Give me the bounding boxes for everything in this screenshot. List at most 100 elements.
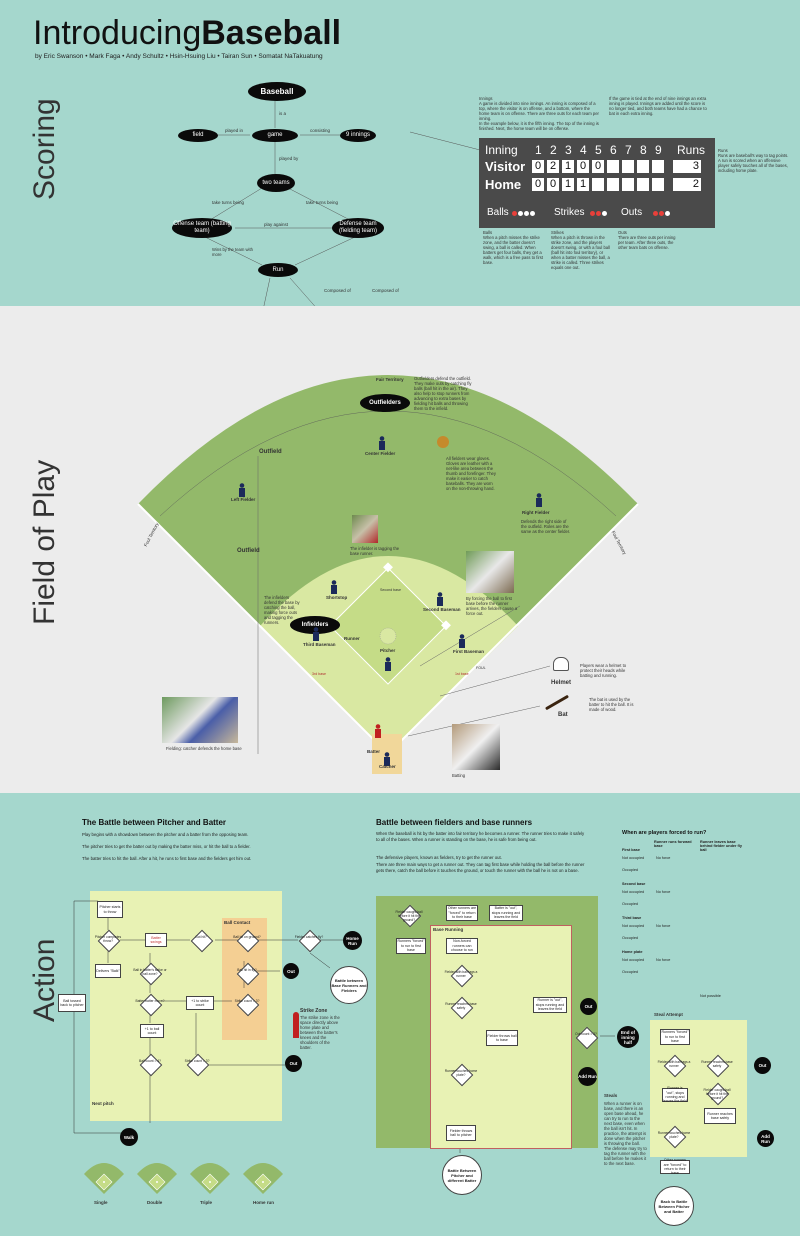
- scoreboard-inning-1: 1: [535, 143, 542, 157]
- pitcher-mound: [379, 627, 397, 645]
- label-outfield-1: Outfield: [259, 449, 282, 455]
- scoreboard-home-inning-8: [637, 178, 649, 191]
- out-dot: [659, 211, 664, 216]
- label-base-running: Base Running: [433, 927, 464, 932]
- dia-ball-count: Ball count = 4?: [139, 1053, 163, 1077]
- scoreboard-home-inning-1: 0: [532, 178, 544, 191]
- ball-dot: [530, 211, 535, 216]
- scoreboard-visitor-inning-9: [652, 160, 664, 173]
- authors: by Eric Swanson • Mark Faga • Andy Schul…: [35, 53, 323, 60]
- dia-got-hit: Got hit?: [190, 929, 214, 953]
- scoreboard-inning-6: 6: [610, 143, 617, 157]
- concept-consisting: consisting: [310, 128, 331, 133]
- concept-innings: 9 innings: [340, 129, 376, 142]
- battle-pitcher-p2: The pitcher tries to get the batter out …: [82, 844, 251, 849]
- concept-offense: Offense team (batting team): [172, 218, 232, 238]
- circ-back-battle: Battle Between Pitcher and different Bat…: [442, 1155, 482, 1195]
- box-runners-forced: Runners "forced" to run to first base: [396, 938, 426, 954]
- box-steal-safe: Runner reaches base safely: [704, 1108, 736, 1124]
- concept-composed-1: Composed of: [324, 288, 351, 293]
- scoreboard-visitor-inning-1: 0: [532, 160, 544, 173]
- dia-runner-home: Runner touches home plate?: [445, 1063, 477, 1087]
- circ-back-battle-2: Back to Battle Between Pitcher and Batte…: [654, 1186, 694, 1226]
- note-innings: Innings A game is divided into nine inni…: [479, 96, 599, 131]
- label-pitcher: Pitcher: [380, 648, 396, 653]
- dia-fielder-ball: Fielder with ball tags a runner: [445, 964, 477, 988]
- box-ball-tossed: Ball tossed back to pitcher: [58, 994, 86, 1012]
- dia-steal-2: Runner reaches base safely: [701, 1054, 733, 1078]
- scoreboard-balls-label: Balls: [487, 207, 509, 218]
- label-second-base: Second base: [380, 588, 401, 592]
- circ-add-run: Add Run: [578, 1067, 597, 1086]
- center-fielder-icon: [378, 436, 386, 450]
- page-title: IntroducingBaseball: [33, 14, 341, 53]
- out-dot: [665, 211, 670, 216]
- strike-dot: [602, 211, 607, 216]
- forced-not-possible: Not possible: [700, 994, 721, 998]
- circ-out-1: Out: [283, 963, 299, 979]
- caption-force: By forcing the ball to first base before…: [466, 596, 518, 616]
- battle-pitcher-p3: The batter tries to hit the ball. After …: [82, 856, 252, 861]
- hit-diagram-1: [82, 1156, 126, 1196]
- strike-zone-figure: [293, 1012, 299, 1038]
- left-fielder-icon: [238, 483, 246, 497]
- hit-label-1: Single: [94, 1200, 108, 1205]
- forced-row-base: First base: [622, 848, 640, 852]
- dia-hit-ground: Ball hit on ground?: [233, 929, 261, 953]
- scoreboard-home-inning-9: [652, 178, 664, 191]
- box-add-ball: +1 to ball count: [140, 1024, 164, 1038]
- strike-zone-title: Strike Zone: [300, 1008, 328, 1014]
- dia-complete: Pitcher completes throw?: [95, 929, 121, 953]
- scoreboard-home-inning-5: [592, 178, 604, 191]
- concept-composed-2: Composed of: [372, 288, 399, 293]
- concept-defense: Defense team (fielding team): [332, 218, 384, 238]
- concept-run: Run: [258, 263, 298, 277]
- circ-steal-out: Out: [754, 1057, 771, 1074]
- dia-steal-3: Fielder caught ball before it hit the gr…: [704, 1082, 730, 1106]
- forced-row-state: Not occupied: [622, 856, 645, 860]
- box-steal-forced: Other runners are "forced" to return to …: [660, 1158, 690, 1175]
- out-dot: [653, 211, 658, 216]
- note-outs: Outs There are three outs per inning per…: [618, 230, 676, 250]
- forced-col2: Runner leaves base behind fielder under …: [700, 840, 742, 852]
- forced-row-base: Home plate: [622, 950, 643, 954]
- helmet-icon: [553, 657, 569, 671]
- battle-pitcher-p1: Play begins with a showdown between the …: [82, 832, 249, 837]
- dia-ball-strike: Ball in batter's strike or ball zone?: [133, 962, 167, 986]
- label-steals: Steals: [604, 1093, 618, 1098]
- scoreboard-inning-8: 8: [640, 143, 647, 157]
- forced-row-col1: No force: [656, 890, 671, 894]
- circ-battle-link: Battle between Base Runners and Fielders: [330, 966, 368, 1004]
- circ-walk: Walk: [120, 1128, 138, 1146]
- label-outfield-2: Outfield: [237, 548, 260, 554]
- batting-photo: [452, 724, 500, 770]
- catcher-icon: [383, 752, 391, 766]
- pitcher-icon: [384, 657, 392, 671]
- dia-steal-1: Fielder with ball tags a runner: [658, 1054, 690, 1078]
- scoreboard-outs-label: Outs: [621, 207, 643, 218]
- concept-take-turns-1: take turns being: [212, 200, 245, 205]
- hit-diagram-2: [135, 1156, 179, 1196]
- scoreboard-visitor-inning-2: 2: [547, 160, 559, 173]
- note-glove: All fielders wear gloves. Gloves are lea…: [446, 456, 496, 491]
- forced-row-col1: No force: [656, 924, 671, 928]
- scoreboard-home: Home: [485, 177, 522, 192]
- first-baseman-icon: [458, 634, 466, 648]
- forced-row-base: Second base: [622, 882, 646, 886]
- circ-runner-out: Out: [580, 998, 597, 1015]
- hit-label-3: Triple: [200, 1200, 213, 1205]
- label-right-fielder: Right Fielder: [522, 510, 550, 515]
- box-pitcher-throw: Pitcher starts to throw: [97, 901, 123, 918]
- note-infielders: The infielders defend the base by catchi…: [264, 595, 300, 625]
- right-fielder-icon: [535, 493, 543, 507]
- circ-end-inning: End of inning half: [617, 1026, 639, 1048]
- battle-runners-p3: There are three main ways to get a runne…: [376, 862, 585, 873]
- label-batter: Batter: [367, 749, 381, 754]
- forced-col1: Runner runs forward base: [654, 840, 692, 848]
- scoreboard-inning-3: 3: [565, 143, 572, 157]
- dia-out-count: Out count = 3?: [575, 1026, 599, 1050]
- box-batter-out: Batter is "out", stops running and leave…: [489, 905, 523, 921]
- scoreboard-inning-7: 7: [625, 143, 632, 157]
- forced-table-title: When are players forced to run?: [622, 830, 707, 836]
- circ-out-2: Out: [285, 1055, 302, 1072]
